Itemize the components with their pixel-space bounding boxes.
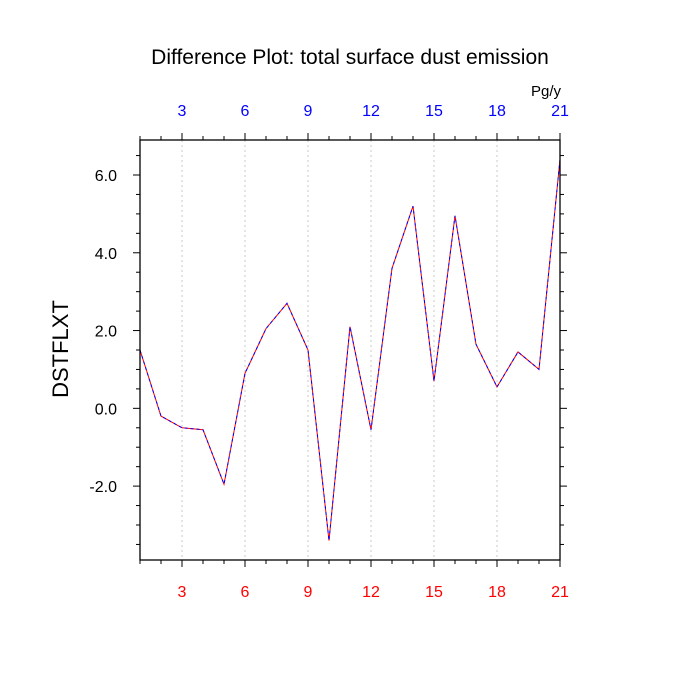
x-tick-label-top: 21 xyxy=(551,103,569,120)
series-lines xyxy=(139,159,561,541)
x-tick-label-bottom: 15 xyxy=(425,584,443,601)
x-tick-label-bottom: 21 xyxy=(551,584,569,601)
x-tick-label-top: 6 xyxy=(241,103,250,120)
grid-lines xyxy=(181,140,498,560)
x-tick-label-top: 15 xyxy=(425,103,443,120)
x-tick-label-bottom: 3 xyxy=(178,584,187,601)
y-tick-label: -2.0 xyxy=(89,479,117,496)
tick-labels: 3 3 6 6 9 9 12 12 15 15 18 18 21 21 -2.0 0.0 2.0 4.0 6.0 xyxy=(89,103,569,601)
x-tick-label-top: 12 xyxy=(362,103,380,120)
x-tick-label-top: 3 xyxy=(178,103,187,120)
x-tick-label-top: 9 xyxy=(304,103,313,120)
axis-ticks xyxy=(133,133,567,567)
y-tick-label: 6.0 xyxy=(95,168,117,185)
x-tick-label-bottom: 12 xyxy=(362,584,380,601)
y-tick-label: 4.0 xyxy=(95,246,117,263)
x-tick-label-top: 18 xyxy=(488,103,506,120)
x-tick-label-bottom: 18 xyxy=(488,584,506,601)
units-label: Pg/y xyxy=(531,83,562,100)
y-tick-label: 2.0 xyxy=(95,324,117,341)
x-tick-label-bottom: 9 xyxy=(304,584,313,601)
y-axis-label: DSTFLXT xyxy=(48,300,73,398)
plot-frame xyxy=(139,139,561,561)
series-line-blue-dash xyxy=(139,159,561,541)
y-tick-label: 0.0 xyxy=(95,401,117,418)
x-tick-label-bottom: 6 xyxy=(241,584,250,601)
chart-title: Difference Plot: total surface dust emis… xyxy=(151,46,549,69)
